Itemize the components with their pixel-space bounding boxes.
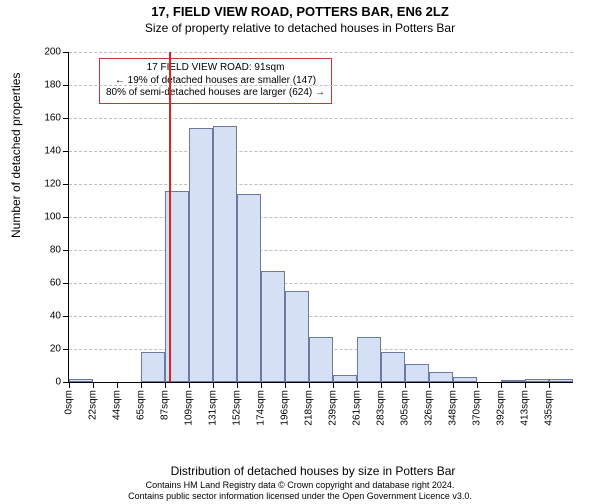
histogram-bar (549, 379, 573, 382)
histogram-bar (285, 291, 309, 382)
x-tick (549, 382, 550, 388)
x-tick (69, 382, 70, 388)
plot-area: 17 FIELD VIEW ROAD: 91sqm ← 19% of detac… (68, 52, 573, 383)
x-tick-label: 44sqm (112, 390, 123, 420)
y-tick-label: 80 (50, 245, 61, 256)
x-tick (453, 382, 454, 388)
x-tick (357, 382, 358, 388)
x-tick-label: 174sqm (256, 390, 267, 426)
page-subtitle: Size of property relative to detached ho… (0, 21, 600, 35)
x-tick-label: 348sqm (448, 390, 459, 426)
x-tick (429, 382, 430, 388)
histogram-bar (453, 377, 477, 382)
x-tick (237, 382, 238, 388)
x-tick-label: 239sqm (328, 390, 339, 426)
histogram-bar (69, 379, 93, 382)
x-tick (405, 382, 406, 388)
x-tick-label: 131sqm (208, 390, 219, 426)
y-tick-label: 160 (44, 113, 61, 124)
y-tick-label: 120 (44, 179, 61, 190)
x-tick-label: 109sqm (184, 390, 195, 426)
x-tick (501, 382, 502, 388)
y-tick-label: 140 (44, 146, 61, 157)
histogram-bar (429, 372, 453, 382)
x-tick-label: 152sqm (232, 390, 243, 426)
x-tick-label: 0sqm (64, 390, 75, 414)
x-tick (309, 382, 310, 388)
x-tick (213, 382, 214, 388)
x-tick (117, 382, 118, 388)
y-tick-label: 60 (50, 278, 61, 289)
y-tick-label: 180 (44, 80, 61, 91)
x-tick (261, 382, 262, 388)
histogram-bar (357, 337, 381, 382)
histogram-bar (213, 126, 237, 382)
x-tick (93, 382, 94, 388)
x-tick-label: 261sqm (352, 390, 363, 426)
histogram-bar (237, 194, 261, 382)
histogram-bar (309, 337, 333, 382)
x-tick-label: 435sqm (544, 390, 555, 426)
histogram-bar (525, 379, 549, 382)
histogram-bar (189, 128, 213, 382)
x-tick (189, 382, 190, 388)
x-tick-label: 22sqm (88, 390, 99, 420)
x-tick (477, 382, 478, 388)
x-tick (285, 382, 286, 388)
marker-line (169, 52, 171, 382)
x-axis-label: Distribution of detached houses by size … (40, 464, 586, 478)
x-tick (333, 382, 334, 388)
x-tick (525, 382, 526, 388)
x-tick-label: 283sqm (376, 390, 387, 426)
x-tick-label: 196sqm (280, 390, 291, 426)
y-tick-label: 0 (55, 377, 61, 388)
x-tick-label: 392sqm (496, 390, 507, 426)
histogram-bar (141, 352, 165, 382)
footer-line-1: Contains HM Land Registry data © Crown c… (0, 480, 600, 491)
y-tick-label: 100 (44, 212, 61, 223)
y-tick-label: 40 (50, 311, 61, 322)
x-tick (165, 382, 166, 388)
histogram-bar (405, 364, 429, 382)
x-tick-label: 326sqm (424, 390, 435, 426)
bars-group (69, 52, 573, 382)
histogram-bar (261, 271, 285, 382)
histogram-bar (381, 352, 405, 382)
histogram-bar (333, 375, 357, 382)
x-tick-label: 370sqm (472, 390, 483, 426)
y-tick-label: 20 (50, 344, 61, 355)
x-tick-label: 87sqm (160, 390, 171, 420)
y-axis-label: Number of detached properties (9, 73, 23, 238)
x-tick (141, 382, 142, 388)
footer-line-2: Contains public sector information licen… (0, 491, 600, 502)
x-tick-label: 413sqm (520, 390, 531, 426)
histogram-chart: Number of detached properties 17 FIELD V… (40, 48, 586, 428)
footer: Contains HM Land Registry data © Crown c… (0, 480, 600, 502)
page-title: 17, FIELD VIEW ROAD, POTTERS BAR, EN6 2L… (0, 4, 600, 19)
x-tick-label: 218sqm (304, 390, 315, 426)
histogram-bar (501, 380, 525, 382)
x-tick-label: 305sqm (400, 390, 411, 426)
y-tick-label: 200 (44, 47, 61, 58)
x-tick-label: 65sqm (136, 390, 147, 420)
x-tick (381, 382, 382, 388)
